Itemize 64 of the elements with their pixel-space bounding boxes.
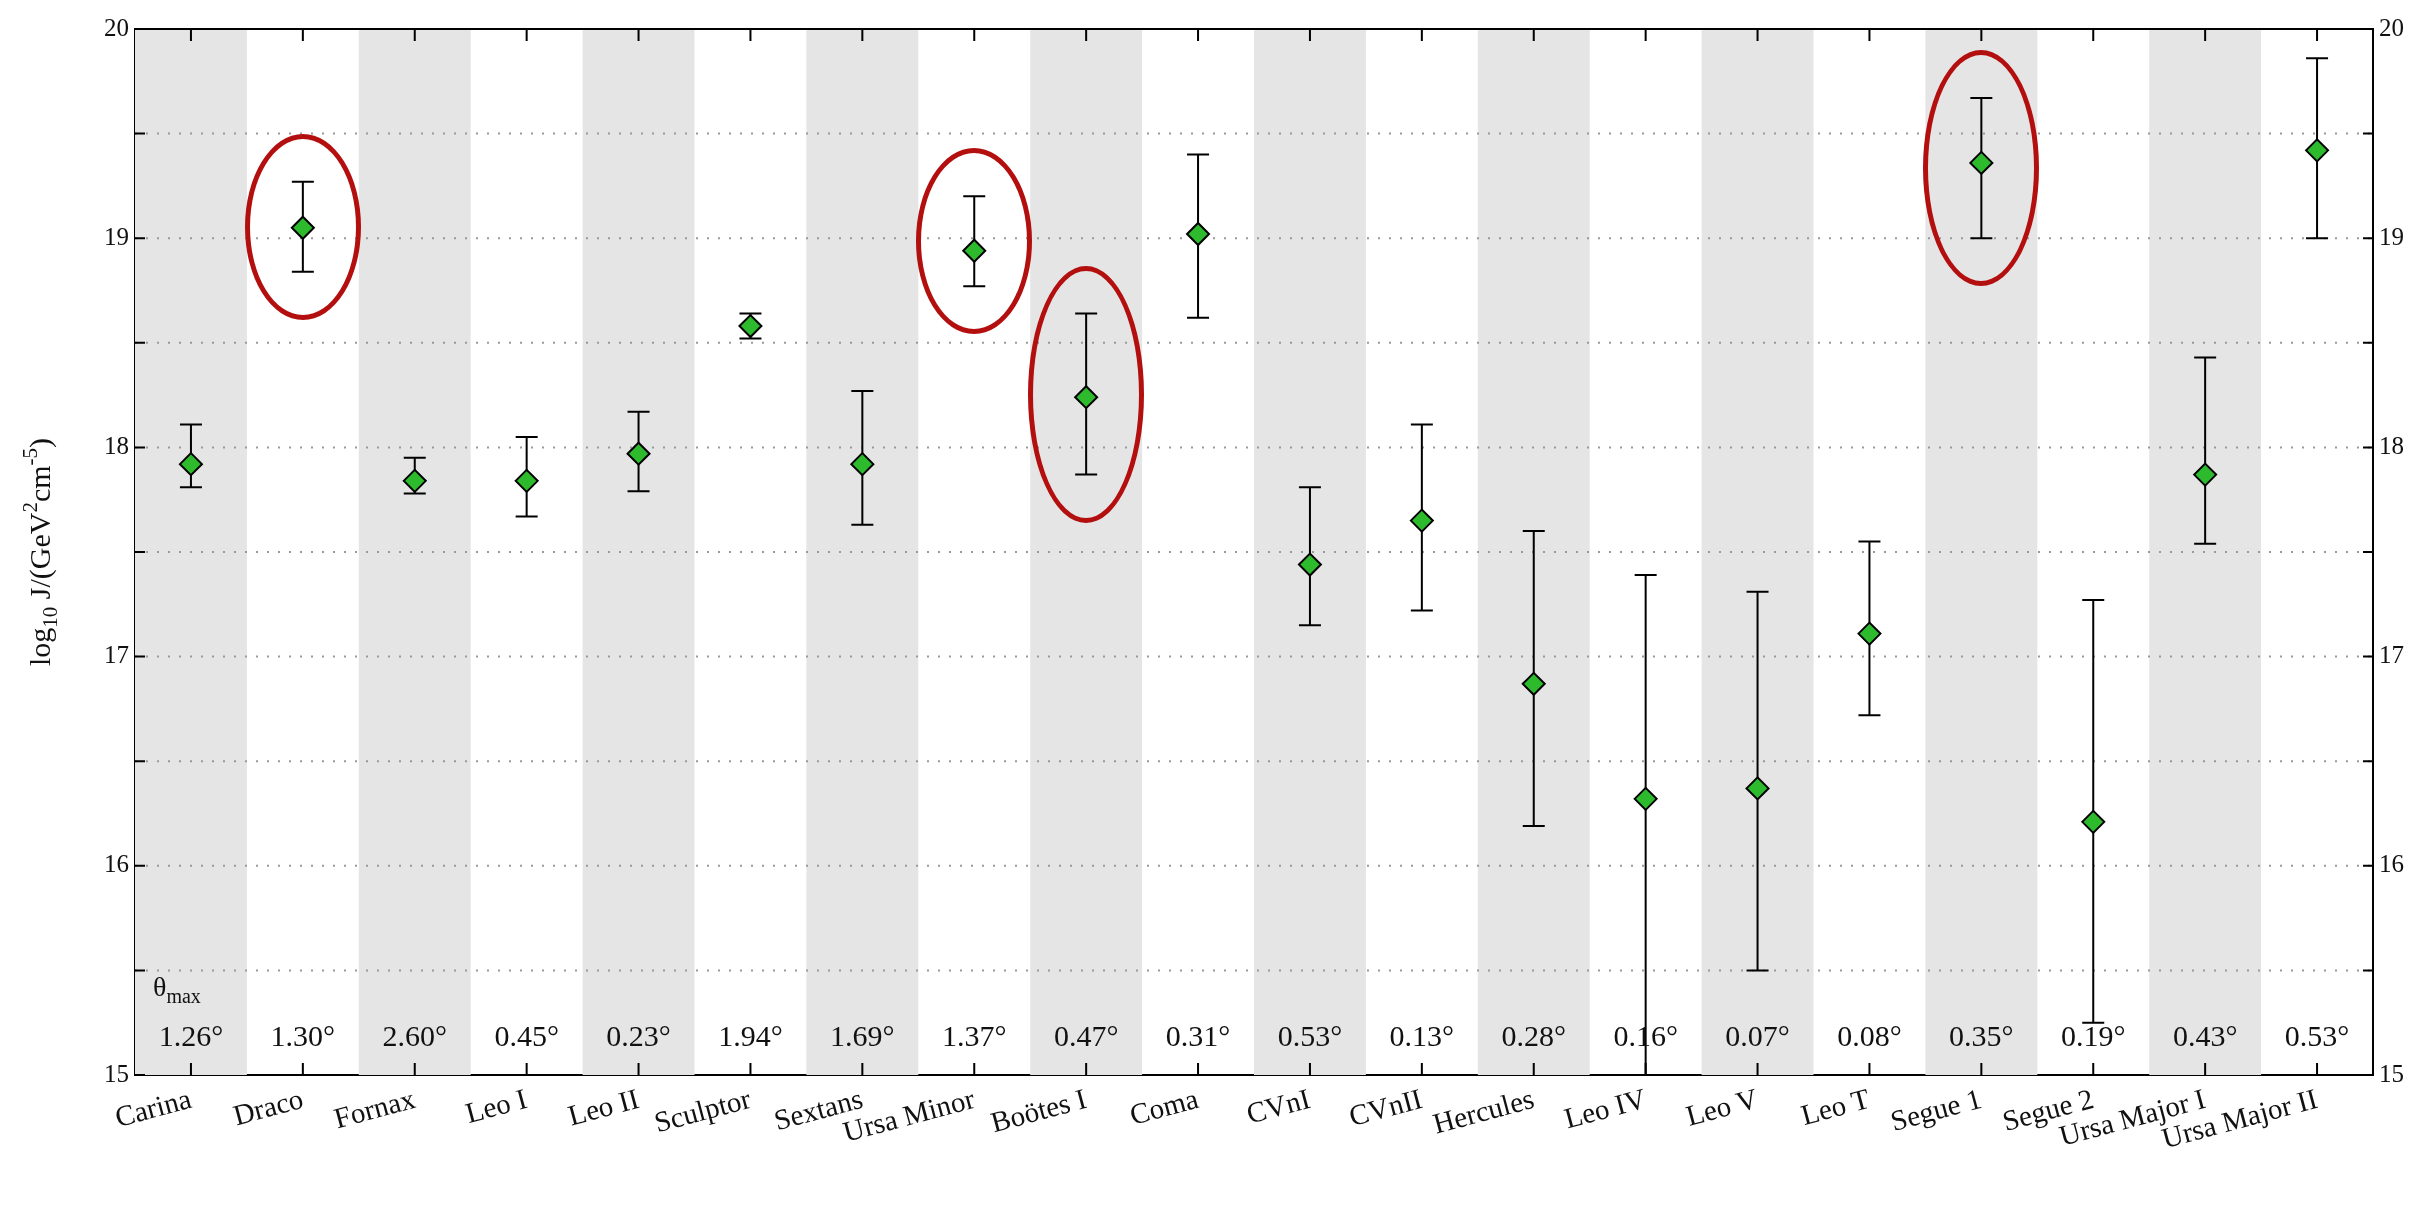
x-tick-label: Segue 1	[1887, 1082, 1985, 1137]
point	[1969, 150, 1994, 175]
x-tick-label: Sculptor	[650, 1081, 755, 1139]
annotation: 1.94°	[718, 1018, 783, 1052]
annotation: 1.69°	[830, 1018, 895, 1052]
y2-tick-label: 17	[2379, 641, 2404, 669]
x-tick-label: Fornax	[330, 1081, 419, 1135]
point	[1409, 508, 1434, 533]
point	[178, 452, 203, 477]
point	[626, 441, 651, 466]
annotation: 0.43°	[2172, 1018, 2238, 1052]
point	[514, 468, 539, 493]
y-tick-label: 20	[104, 13, 129, 41]
point	[290, 215, 315, 240]
annotation: 0.53°	[2284, 1018, 2350, 1052]
point	[2081, 809, 2106, 834]
x-tick-label: Leo II	[564, 1082, 643, 1132]
y-tick-label: 19	[104, 222, 129, 250]
annotation: 0.07°	[1725, 1018, 1790, 1052]
x-tick-label: Leo T	[1797, 1081, 1874, 1131]
annotation: 1.26°	[158, 1018, 224, 1052]
annotation: 1.37°	[942, 1018, 1007, 1052]
annotation: 0.53°	[1277, 1018, 1343, 1052]
point	[1857, 621, 1882, 646]
y-axis-title: log10 J/(GeV2cm-5)	[18, 437, 62, 667]
y2-tick-label: 19	[2379, 222, 2404, 250]
x-tick-label: Hercules	[1429, 1082, 1538, 1140]
y2-tick-label: 16	[2379, 850, 2404, 878]
point	[2193, 462, 2218, 487]
y-tick-label: 17	[104, 641, 129, 669]
y2-tick-label: 18	[2379, 431, 2404, 459]
point	[1633, 786, 1658, 811]
point	[2305, 138, 2330, 163]
annotation: 0.31°	[1165, 1018, 1231, 1052]
annotation: 0.19°	[2061, 1018, 2126, 1052]
point	[962, 238, 987, 263]
point	[1745, 776, 1770, 801]
annotation: 1.30°	[270, 1018, 336, 1052]
annotation: 0.47°	[1053, 1018, 1119, 1052]
x-tick-label: Leo IV	[1560, 1082, 1650, 1135]
annotation: 0.08°	[1837, 1018, 1902, 1052]
point	[1521, 671, 1546, 696]
annotation: 0.28°	[1501, 1018, 1566, 1052]
point	[1186, 222, 1211, 247]
x-tick-label: CVnI	[1242, 1082, 1314, 1130]
x-tick-label: Boötes I	[987, 1082, 1090, 1139]
y2-tick-label: 15	[2379, 1059, 2404, 1087]
x-tick-label: Draco	[229, 1082, 307, 1132]
annotation: 0.35°	[1949, 1018, 2014, 1052]
point	[850, 452, 875, 477]
y2-tick-label: 20	[2379, 13, 2404, 41]
annotation: 2.60°	[382, 1018, 447, 1052]
annotation: 0.23°	[606, 1018, 671, 1052]
y-tick-label: 16	[104, 850, 129, 878]
x-tick-label: Leo V	[1682, 1082, 1762, 1132]
y-tick-label: 18	[104, 431, 129, 459]
x-tick-label: CVnII	[1345, 1082, 1426, 1133]
x-tick-label: Leo I	[462, 1082, 531, 1129]
point	[1074, 385, 1099, 410]
x-tick-label: Coma	[1126, 1082, 1202, 1131]
point	[1297, 552, 1322, 577]
annotation: 0.45°	[494, 1018, 559, 1052]
annotation: 0.13°	[1389, 1018, 1455, 1052]
point	[402, 468, 427, 493]
